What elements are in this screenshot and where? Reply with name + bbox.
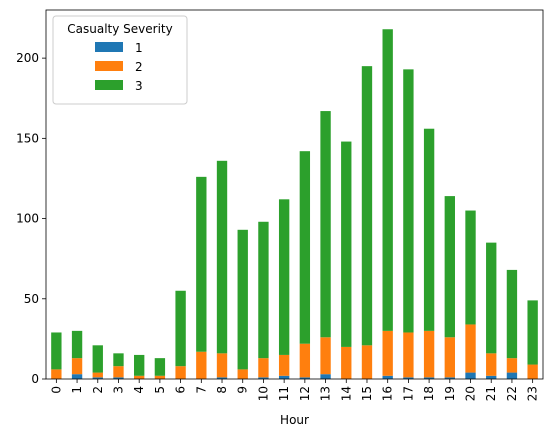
x-tick-label: 6	[174, 386, 188, 394]
bar-severity-2-hour-11	[279, 355, 289, 376]
x-tick-label: 4	[132, 386, 146, 394]
x-tick-label: 18	[422, 386, 436, 401]
bar-severity-3-hour-16	[383, 29, 393, 331]
bar-severity-3-hour-6	[175, 291, 185, 366]
bar-severity-2-hour-18	[424, 331, 434, 378]
bar-severity-2-hour-16	[383, 331, 393, 376]
bar-severity-2-hour-15	[362, 345, 372, 379]
bar-severity-1-hour-20	[465, 373, 475, 379]
x-tick-label: 16	[381, 386, 395, 401]
bar-severity-3-hour-0	[51, 332, 61, 369]
bar-severity-2-hour-7	[196, 352, 206, 379]
x-tick-label: 7	[194, 386, 208, 394]
x-tick-label: 11	[277, 386, 291, 401]
x-tick-label: 20	[464, 386, 478, 401]
x-tick-label: 21	[484, 386, 498, 401]
x-tick-label: 15	[360, 386, 374, 401]
x-tick-label: 9	[236, 386, 250, 394]
x-tick-label: 3	[111, 386, 125, 394]
bar-severity-1-hour-13	[320, 374, 330, 379]
bar-severity-3-hour-3	[113, 353, 123, 366]
bar-severity-2-hour-20	[465, 324, 475, 372]
legend-label-2: 2	[135, 60, 143, 74]
bar-severity-3-hour-20	[465, 211, 475, 325]
y-tick-label: 50	[24, 292, 39, 306]
bar-severity-2-hour-6	[175, 366, 185, 379]
x-tick-label: 10	[256, 386, 270, 401]
bar-severity-2-hour-9	[238, 369, 248, 379]
bar-severity-2-hour-17	[403, 332, 413, 377]
bar-severity-2-hour-19	[445, 337, 455, 377]
legend-swatch-1	[95, 42, 123, 52]
bar-severity-1-hour-1	[72, 374, 82, 379]
bar-severity-2-hour-4	[134, 376, 144, 379]
bar-severity-1-hour-16	[383, 376, 393, 379]
bar-severity-2-hour-1	[72, 358, 82, 374]
bar-severity-1-hour-11	[279, 376, 289, 379]
bar-severity-3-hour-23	[527, 300, 537, 364]
y-tick-label: 100	[16, 212, 39, 226]
legend-title: Casualty Severity	[67, 22, 172, 36]
bar-severity-3-hour-9	[238, 230, 248, 370]
legend-label-3: 3	[135, 79, 143, 93]
x-tick-label: 0	[49, 386, 63, 394]
x-tick-label: 5	[153, 386, 167, 394]
bar-severity-2-hour-5	[155, 376, 165, 379]
legend-swatch-3	[95, 80, 123, 90]
x-tick-label: 14	[339, 386, 353, 401]
bar-severity-3-hour-4	[134, 355, 144, 376]
x-tick-label: 1	[70, 386, 84, 394]
bar-severity-2-hour-14	[341, 347, 351, 379]
bar-severity-2-hour-23	[527, 365, 537, 379]
x-tick-label: 8	[215, 386, 229, 394]
bar-severity-2-hour-3	[113, 366, 123, 377]
x-tick-label: 2	[91, 386, 105, 394]
bar-severity-3-hour-1	[72, 331, 82, 358]
bar-severity-2-hour-22	[507, 358, 517, 372]
bar-severity-2-hour-8	[217, 353, 227, 377]
bar-severity-3-hour-22	[507, 270, 517, 358]
x-tick-label: 19	[443, 386, 457, 401]
bar-severity-2-hour-2	[93, 373, 103, 378]
bar-severity-3-hour-2	[93, 345, 103, 372]
bar-severity-2-hour-12	[300, 344, 310, 378]
legend-label-1: 1	[135, 41, 143, 55]
bar-severity-3-hour-21	[486, 243, 496, 354]
x-tick-label: 13	[319, 386, 333, 401]
bar-severity-3-hour-13	[320, 111, 330, 337]
y-tick-label: 0	[31, 372, 39, 386]
bar-severity-2-hour-13	[320, 337, 330, 374]
y-tick-label: 150	[16, 131, 39, 145]
legend: Casualty Severity 1 2 3	[53, 16, 187, 104]
bar-severity-3-hour-11	[279, 199, 289, 355]
x-tick-label: 22	[505, 386, 519, 401]
bar-severity-2-hour-0	[51, 369, 61, 379]
bar-severity-3-hour-14	[341, 142, 351, 347]
y-tick-label: 200	[16, 51, 39, 65]
bar-severity-1-hour-21	[486, 376, 496, 379]
bar-severity-3-hour-19	[445, 196, 455, 337]
bar-severity-3-hour-15	[362, 66, 372, 345]
x-tick-label: 12	[298, 386, 312, 401]
bar-severity-2-hour-21	[486, 353, 496, 375]
bar-severity-3-hour-5	[155, 358, 165, 376]
bar-severity-3-hour-17	[403, 69, 413, 332]
bar-severity-3-hour-7	[196, 177, 206, 352]
bar-severity-3-hour-18	[424, 129, 434, 331]
x-tick-label: 17	[401, 386, 415, 401]
x-tick-label: 23	[526, 386, 540, 401]
bar-severity-2-hour-10	[258, 358, 268, 377]
bar-severity-3-hour-12	[300, 151, 310, 344]
bar-severity-1-hour-22	[507, 373, 517, 379]
bar-severity-3-hour-10	[258, 222, 268, 358]
x-axis-label: Hour	[280, 413, 309, 427]
bar-severity-3-hour-8	[217, 161, 227, 354]
legend-swatch-2	[95, 61, 123, 71]
